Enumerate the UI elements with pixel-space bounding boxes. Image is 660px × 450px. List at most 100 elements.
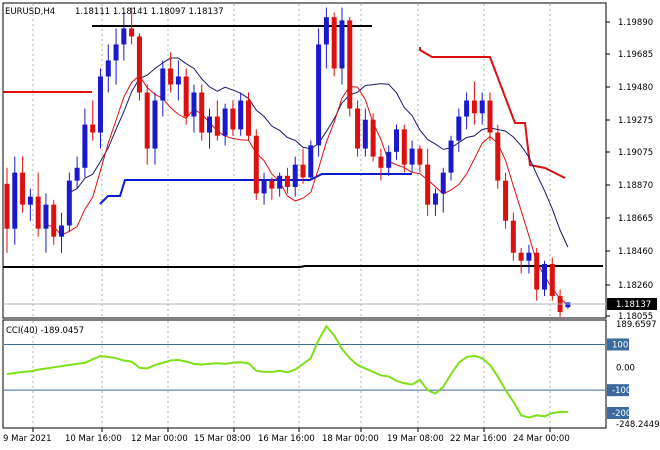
moving-average-red bbox=[45, 74, 569, 306]
candle-body bbox=[82, 124, 88, 168]
price-label: 1.19685 bbox=[618, 50, 653, 60]
candle-body bbox=[129, 28, 135, 37]
price-label: 1.18870 bbox=[618, 181, 653, 191]
cci-level-tag bbox=[607, 406, 629, 419]
indicator-pane[interactable] bbox=[2, 319, 607, 429]
candle-body bbox=[401, 129, 407, 165]
current-price-tag bbox=[607, 298, 657, 310]
candle-body bbox=[355, 108, 361, 149]
candle-body bbox=[471, 100, 477, 114]
cci-level-tag bbox=[607, 338, 629, 351]
time-label: 10 Mar 16:00 bbox=[65, 434, 122, 444]
candle-body bbox=[565, 302, 571, 308]
price-label: 1.19890 bbox=[618, 18, 653, 28]
price-axis: 1.19890 1.19685 1.19480 1.19275 1.19075 1.188… bbox=[606, 18, 653, 322]
candle-body bbox=[245, 100, 251, 136]
candle-body bbox=[386, 151, 392, 168]
candle-body bbox=[432, 193, 438, 205]
support-line[interactable] bbox=[3, 265, 603, 268]
candle-body bbox=[74, 167, 80, 181]
candle-body bbox=[66, 180, 72, 226]
cci-axis: 189.6597 100 0.00 -100 -200-248.2449 bbox=[607, 320, 660, 430]
cci-axis-label: 100 bbox=[612, 340, 628, 350]
candle-body bbox=[347, 20, 353, 109]
candle-body bbox=[440, 172, 446, 194]
cci-axis-label: -200 bbox=[612, 409, 631, 419]
red-trend-line bbox=[419, 47, 566, 179]
candle-body bbox=[409, 148, 415, 165]
candle-body bbox=[238, 100, 244, 130]
time-label: 18 Mar 00:00 bbox=[322, 434, 379, 444]
candle-body bbox=[43, 204, 49, 229]
blue-level-line bbox=[99, 173, 412, 205]
candle-body bbox=[230, 108, 236, 130]
time-label: 15 Mar 08:00 bbox=[194, 434, 251, 444]
candle-body bbox=[168, 68, 174, 85]
price-label: 1.18460 bbox=[618, 247, 653, 257]
candle-body bbox=[90, 124, 96, 133]
candle-body bbox=[417, 148, 423, 165]
candle-body bbox=[175, 76, 181, 85]
candle-body bbox=[97, 76, 103, 133]
chart-symbol-label: EURUSD,H4 bbox=[5, 7, 55, 17]
candle-body bbox=[518, 252, 524, 261]
candle-body bbox=[152, 100, 158, 149]
time-label: 9 Mar 2021 bbox=[3, 434, 51, 444]
candle-body bbox=[549, 263, 555, 296]
price-label: 1.18665 bbox=[618, 214, 653, 224]
candle-body bbox=[35, 196, 41, 229]
candle-body bbox=[222, 108, 228, 136]
candle-body bbox=[362, 119, 368, 149]
cci-axis-label: 0.00 bbox=[616, 363, 635, 373]
candle-body bbox=[495, 132, 501, 181]
candle-body bbox=[277, 175, 283, 189]
candle-body bbox=[300, 164, 306, 178]
cci-axis-label: -248.2449 bbox=[616, 420, 660, 430]
current-price-value: 1.18137 bbox=[616, 300, 651, 310]
candle-body bbox=[284, 175, 290, 188]
candle-body bbox=[113, 44, 119, 61]
candle-body bbox=[207, 116, 213, 133]
candle-body bbox=[479, 100, 485, 114]
candle-body bbox=[136, 36, 142, 93]
ohlc-readout: 1.18111 1.18141 1.18097 1.18137 bbox=[75, 7, 224, 17]
cci-level-tag bbox=[607, 384, 629, 397]
candle-body bbox=[4, 183, 10, 229]
price-label: 1.18260 bbox=[618, 281, 653, 291]
candle-body bbox=[183, 76, 189, 117]
candle-body bbox=[394, 129, 399, 152]
candle-body bbox=[308, 145, 314, 178]
time-axis: 9 Mar 2021 10 Mar 16:00 12 Mar 00:00 15 Mar… bbox=[3, 428, 570, 444]
time-label: 22 Mar 16:00 bbox=[450, 434, 507, 444]
candle-body bbox=[12, 172, 18, 229]
price-label: 1.19275 bbox=[618, 116, 653, 126]
candle-body bbox=[503, 180, 509, 221]
candle-body bbox=[121, 28, 127, 45]
cci-line bbox=[6, 324, 568, 419]
candles bbox=[4, 7, 571, 317]
candle-body bbox=[59, 225, 65, 237]
candle-body bbox=[487, 100, 493, 133]
cci-axis-label: 189.6597 bbox=[616, 320, 657, 330]
price-pane[interactable] bbox=[2, 2, 607, 319]
price-label: 1.19480 bbox=[618, 83, 653, 93]
cci-label: CCI(40) -189.0457 bbox=[6, 326, 84, 336]
candle-body bbox=[534, 252, 540, 290]
cci-axis-label: -100 bbox=[612, 386, 631, 396]
candle-body bbox=[269, 180, 275, 189]
candle-body bbox=[160, 68, 166, 101]
candle-body bbox=[199, 92, 205, 133]
candle-body bbox=[526, 252, 532, 261]
candle-body bbox=[20, 172, 26, 205]
candle-body bbox=[331, 17, 337, 69]
candle-body bbox=[105, 60, 111, 77]
time-label: 19 Mar 08:00 bbox=[387, 434, 444, 444]
candle-body bbox=[51, 204, 57, 237]
candle-body bbox=[292, 164, 298, 188]
time-label: 16 Mar 16:00 bbox=[258, 434, 315, 444]
overlay-lines bbox=[3, 25, 603, 306]
price-label: 1.19075 bbox=[618, 148, 653, 158]
candle-body bbox=[339, 20, 345, 69]
time-label: 12 Mar 00:00 bbox=[131, 434, 188, 444]
